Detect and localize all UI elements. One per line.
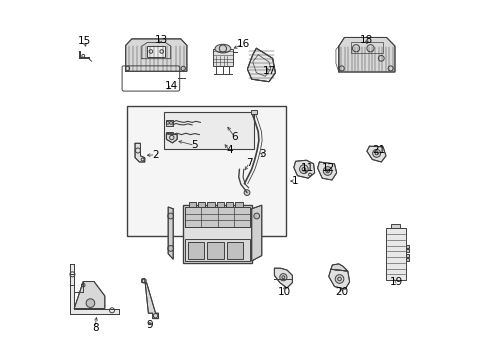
Bar [166,132,173,137]
Text: 18: 18 [360,35,373,45]
Text: 7: 7 [246,158,252,168]
Bar [405,258,408,261]
Text: 15: 15 [78,36,91,46]
Polygon shape [69,264,119,314]
Circle shape [299,165,307,174]
Polygon shape [79,51,89,58]
Text: 21: 21 [372,145,385,156]
Bar [185,239,249,261]
Polygon shape [135,143,144,162]
Circle shape [167,246,173,251]
Text: 17: 17 [262,66,275,76]
Bar [187,242,203,259]
Circle shape [335,275,343,283]
Text: 10: 10 [278,287,291,297]
Bar [207,242,223,259]
Bar [227,242,243,259]
Bar [405,254,408,257]
Bar [225,202,233,207]
Text: 1: 1 [292,176,298,186]
Bar [216,202,224,207]
Polygon shape [142,279,158,319]
Text: 13: 13 [154,35,167,45]
Bar [207,202,214,207]
Text: 12: 12 [321,163,334,174]
Circle shape [279,274,286,281]
Text: 6: 6 [231,132,237,142]
Bar [166,120,173,126]
Circle shape [372,149,380,157]
Text: 2: 2 [152,150,159,160]
Bar [405,249,408,252]
Polygon shape [166,134,177,143]
Text: 20: 20 [334,287,347,297]
Bar [405,245,408,248]
Polygon shape [366,146,385,162]
Bar [385,228,405,280]
Circle shape [167,213,173,219]
Polygon shape [338,37,394,72]
Polygon shape [293,160,314,178]
Text: 8: 8 [92,323,98,333]
Text: 14: 14 [165,81,178,91]
Polygon shape [330,264,347,271]
Bar [163,112,253,149]
Bar [350,42,382,53]
Circle shape [323,167,331,175]
Text: 11: 11 [300,163,313,174]
Bar [127,106,285,236]
Bar [188,202,196,207]
Ellipse shape [215,44,230,53]
Bar [235,202,242,207]
Bar [250,110,257,114]
Circle shape [244,190,249,195]
Bar [183,205,251,263]
Text: 19: 19 [389,276,402,287]
Bar [212,49,232,66]
Bar [390,224,399,228]
Polygon shape [247,48,275,82]
Text: 5: 5 [191,140,198,150]
Polygon shape [317,162,336,180]
Text: 4: 4 [225,145,232,156]
Text: 16: 16 [236,39,249,49]
Polygon shape [274,268,292,288]
Circle shape [253,213,259,219]
Polygon shape [125,39,186,71]
Circle shape [86,299,95,307]
Bar [147,46,165,57]
Polygon shape [328,269,349,289]
Polygon shape [74,282,104,309]
Bar [198,202,205,207]
Polygon shape [168,207,173,259]
Bar [185,207,249,227]
Text: 3: 3 [259,149,265,159]
Text: 9: 9 [146,320,153,330]
Polygon shape [251,205,261,261]
